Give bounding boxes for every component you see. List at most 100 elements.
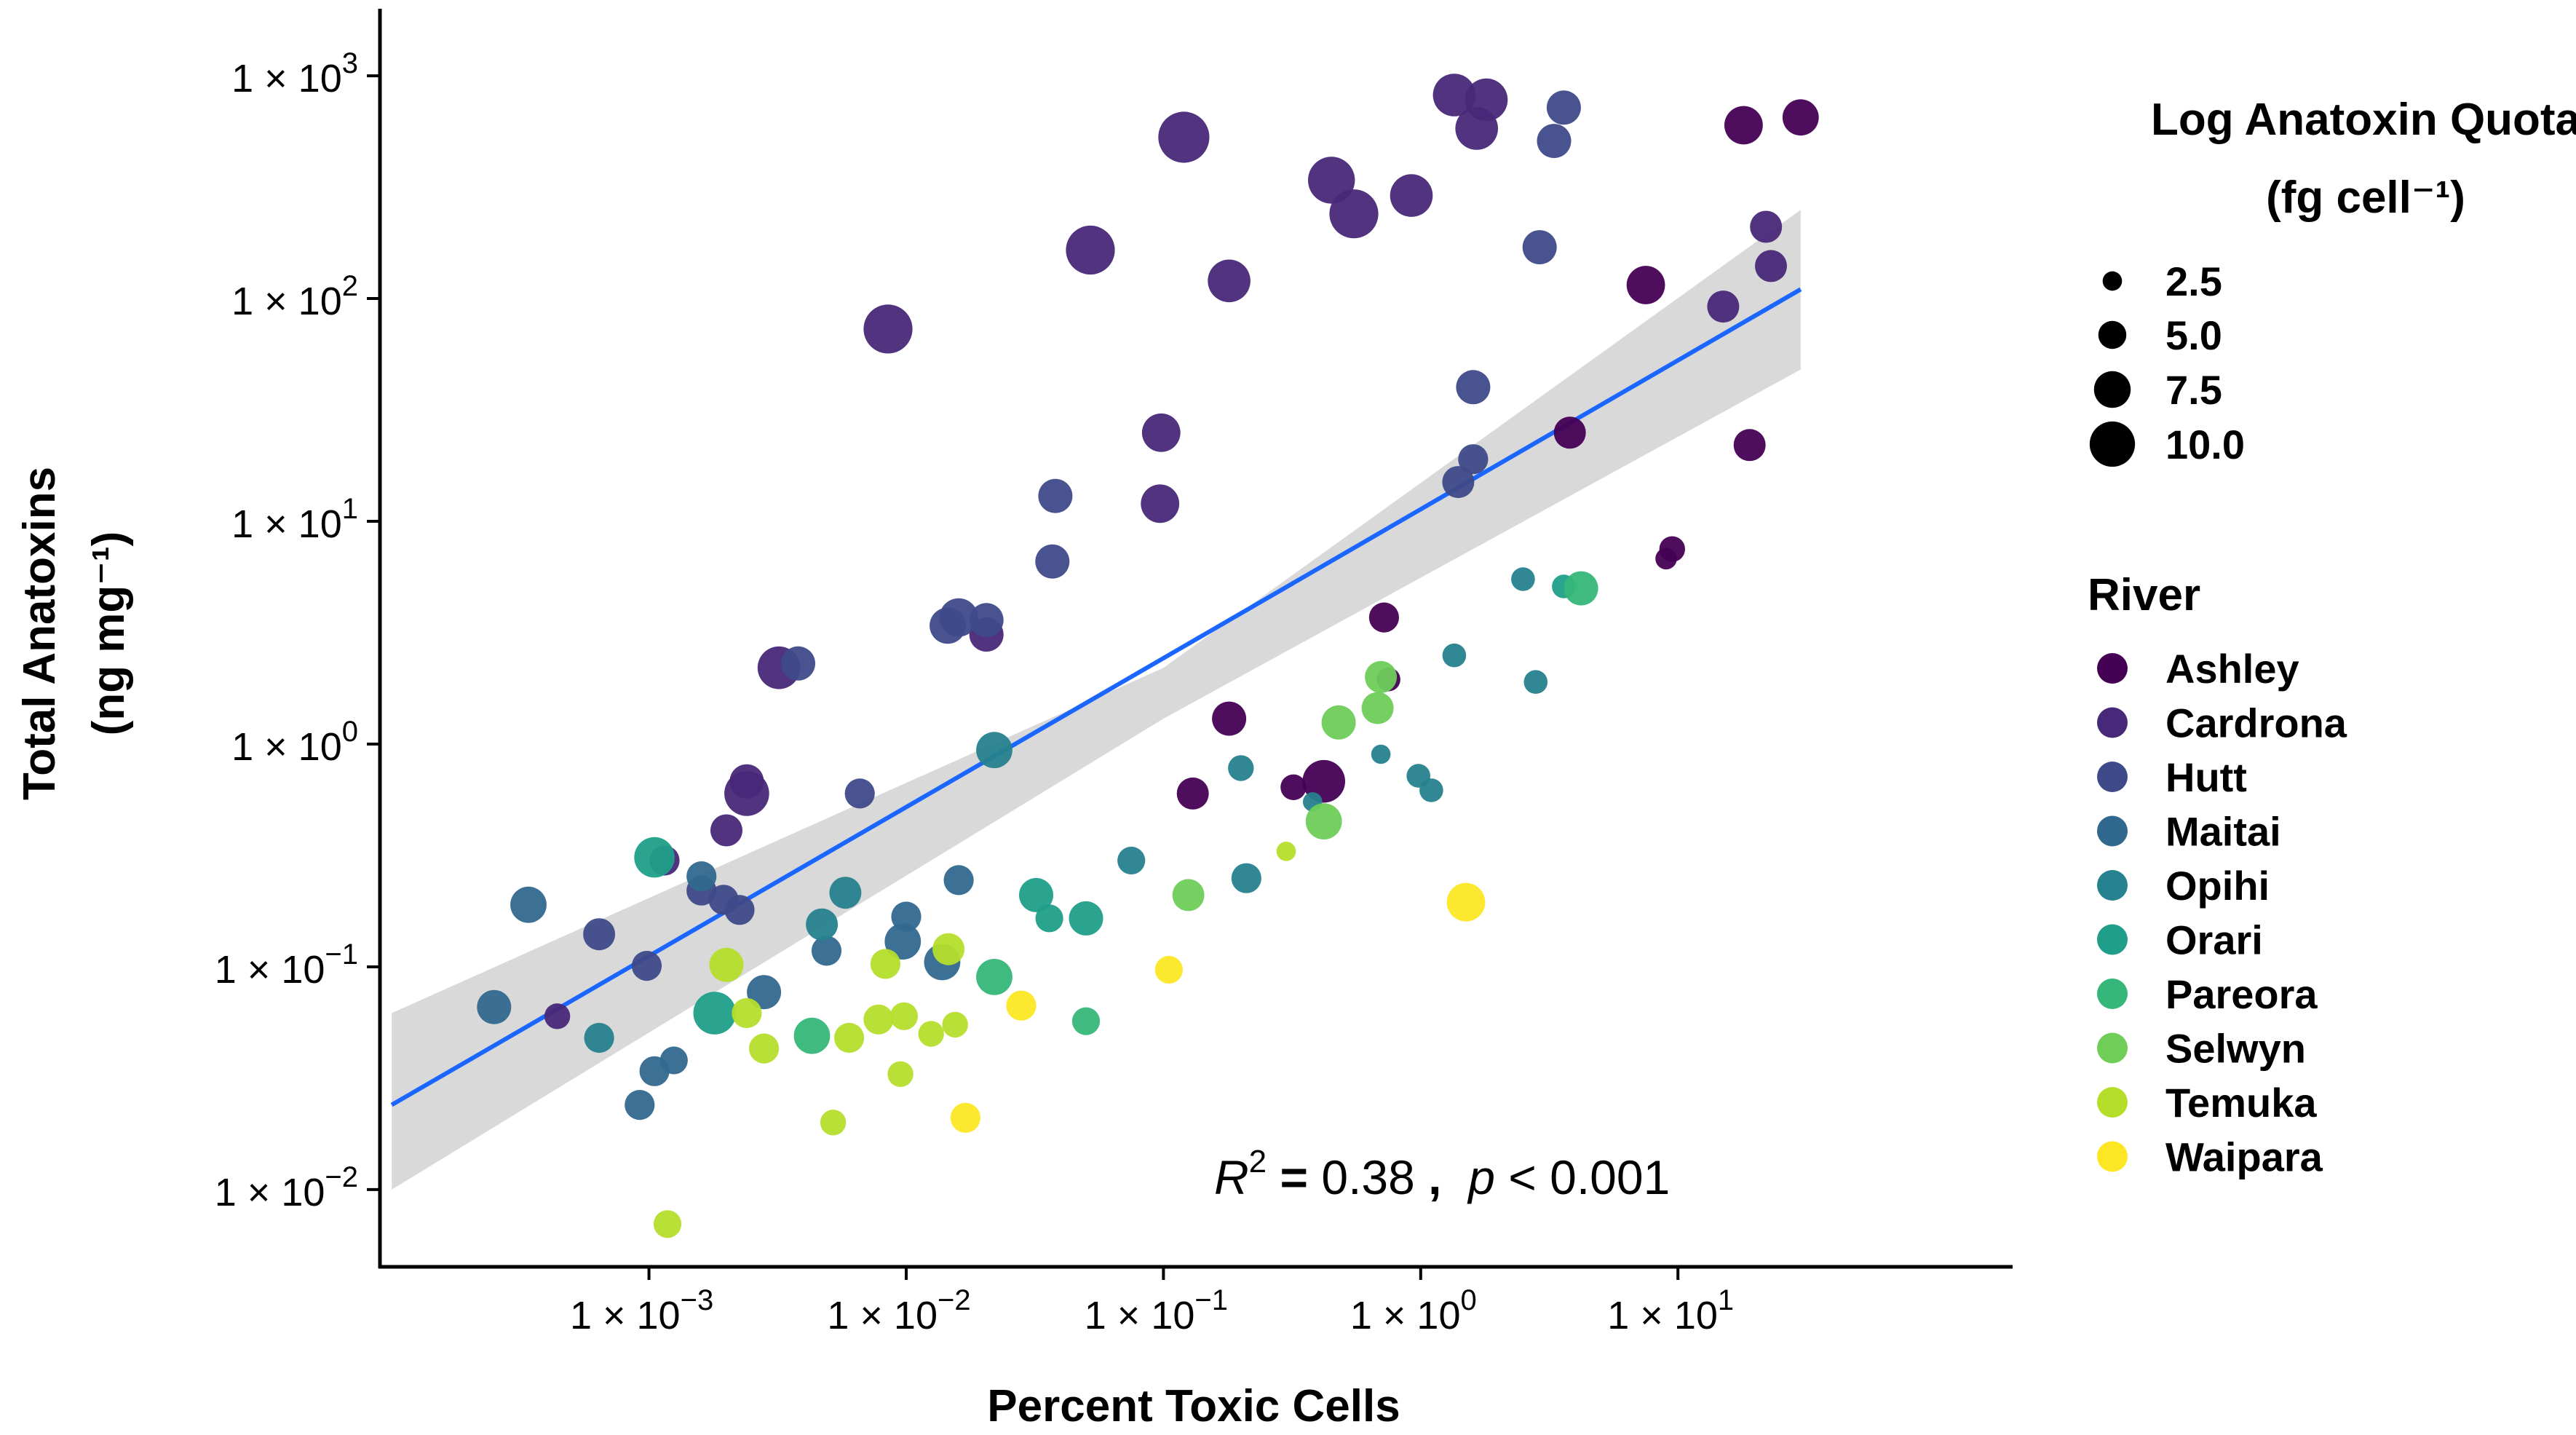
data-point-waipara <box>1006 990 1037 1021</box>
data-point-ashley <box>1724 106 1763 145</box>
r2-equals: = <box>1267 1150 1321 1204</box>
data-point-selwyn <box>1305 803 1342 839</box>
data-point-hutt <box>1038 478 1073 513</box>
data-point-cardrona <box>710 814 742 847</box>
stats-comma: , <box>1415 1150 1468 1204</box>
data-point-hutt <box>1442 466 1475 499</box>
size-legend-dot <box>2093 371 2131 408</box>
data-point-hutt <box>1456 370 1491 405</box>
data-point-temuka <box>887 1061 914 1088</box>
data-point-temuka <box>709 947 744 982</box>
data-point-temuka <box>863 1004 894 1035</box>
data-point-orari <box>1035 904 1063 933</box>
data-point-temuka <box>889 1002 918 1030</box>
data-point-opihi <box>1511 567 1535 591</box>
data-point-hutt <box>1458 444 1489 475</box>
data-point-ashley <box>1733 429 1766 462</box>
river-legend-label: Pareora <box>2165 971 2318 1017</box>
data-point-hutt <box>1522 230 1557 265</box>
data-point-maitai <box>510 886 547 923</box>
y-tick-label: 1 × 102 <box>231 270 358 323</box>
data-point-pareora <box>1071 1007 1101 1035</box>
size-legend-label: 5.0 <box>2165 312 2222 358</box>
data-point-temuka <box>870 949 900 979</box>
data-point-orari <box>1069 901 1103 936</box>
data-point-temuka <box>942 1011 968 1038</box>
river-legend-swatch <box>2097 707 2128 738</box>
river-legend-items: Ashley Cardrona Hutt Maitai Opihi Orari Pareor… <box>2097 646 2347 1180</box>
data-point-cardrona <box>544 1003 571 1029</box>
size-legend-title-line2: (fg cell⁻¹) <box>2266 173 2465 223</box>
y-tick-label: 1 × 101 <box>231 493 358 546</box>
regression-line <box>390 287 1802 1107</box>
data-point-selwyn <box>1365 660 1398 693</box>
data-point-maitai <box>659 1046 688 1075</box>
data-point-ashley <box>1368 602 1399 633</box>
data-point-cardrona <box>1707 290 1740 323</box>
data-point-hutt <box>631 951 662 981</box>
data-point-temuka <box>918 1021 944 1047</box>
river-legend-label: Waipara <box>2165 1134 2323 1180</box>
regression-line-layer <box>390 287 1802 1107</box>
size-legend-dot <box>2089 421 2136 467</box>
y-tick-label: 1 × 103 <box>231 47 358 100</box>
river-legend-swatch <box>2097 762 2128 792</box>
data-point-temuka <box>834 1022 865 1053</box>
data-point-hutt <box>1546 90 1581 125</box>
data-point-cardrona <box>1750 210 1783 243</box>
size-legend-title-line1: Log Anatoxin Quota <box>2151 95 2576 145</box>
river-legend: River Ashley Cardrona Hutt Maitai Opihi Orari… <box>2088 570 2347 1180</box>
size-legend-label: 2.5 <box>2165 258 2222 304</box>
data-point-cardrona <box>1208 259 1251 303</box>
data-point-ashley <box>1212 701 1247 736</box>
data-point-cardrona <box>1158 111 1210 163</box>
axes-layer: 1 × 10−3 1 × 10−2 1 × 10−1 1 × 100 1 × 101 1 … <box>215 9 2013 1337</box>
size-legend: Log Anatoxin Quota (fg cell⁻¹) 2.5 5.0 7.5… <box>2089 95 2576 467</box>
river-legend-label: Selwyn <box>2165 1026 2306 1072</box>
x-tick-label: 1 × 10−2 <box>827 1284 970 1337</box>
data-point-hutt <box>781 646 815 681</box>
p-symbol: p <box>1467 1150 1495 1204</box>
data-point-hutt <box>1035 544 1070 579</box>
data-point-orari <box>1019 877 1053 912</box>
data-point-ashley <box>1553 416 1586 449</box>
data-point-hutt <box>969 603 1004 638</box>
data-point-selwyn <box>1321 705 1356 740</box>
y-axis-title-line2: (ng mg⁻¹) <box>84 531 134 736</box>
data-point-opihi <box>1371 744 1391 764</box>
data-point-cardrona <box>729 764 764 799</box>
data-point-ashley <box>1655 547 1677 570</box>
data-point-opihi <box>1419 778 1443 802</box>
data-point-waipara <box>1154 955 1183 984</box>
y-tick-label: 1 × 100 <box>231 716 358 769</box>
data-point-selwyn <box>1361 692 1394 724</box>
p-relation: < <box>1495 1150 1550 1204</box>
data-point-maitai <box>811 936 842 966</box>
river-legend-label: Opihi <box>2165 863 2270 909</box>
data-point-orari <box>634 837 675 878</box>
data-point-cardrona <box>1329 189 1379 239</box>
data-point-ashley <box>1626 266 1665 304</box>
size-legend-dot <box>2098 320 2127 349</box>
size-legend-label: 7.5 <box>2165 367 2222 413</box>
river-legend-label: Cardrona <box>2165 700 2347 746</box>
data-point-maitai <box>884 923 922 960</box>
data-point-selwyn <box>1172 879 1205 912</box>
river-legend-label: Orari <box>2165 917 2263 963</box>
data-point-temuka <box>932 933 965 965</box>
data-point-opihi <box>806 908 839 941</box>
r2-symbol: R <box>1214 1150 1249 1204</box>
stats-annotation: R2 = 0.38 , p < 0.001 <box>1214 1144 1670 1204</box>
river-legend-swatch <box>2097 924 2128 955</box>
data-point-waipara <box>1446 882 1486 922</box>
data-point-cardrona <box>1432 74 1476 116</box>
r2-exponent: 2 <box>1249 1144 1267 1179</box>
data-point-maitai <box>686 861 717 892</box>
data-point-cardrona <box>1455 107 1498 150</box>
x-tick-label: 1 × 10−3 <box>570 1284 713 1337</box>
data-point-maitai <box>625 1090 655 1120</box>
data-point-ashley <box>1176 777 1209 810</box>
confidence-band-layer <box>392 210 1801 1190</box>
data-point-temuka <box>820 1110 847 1136</box>
